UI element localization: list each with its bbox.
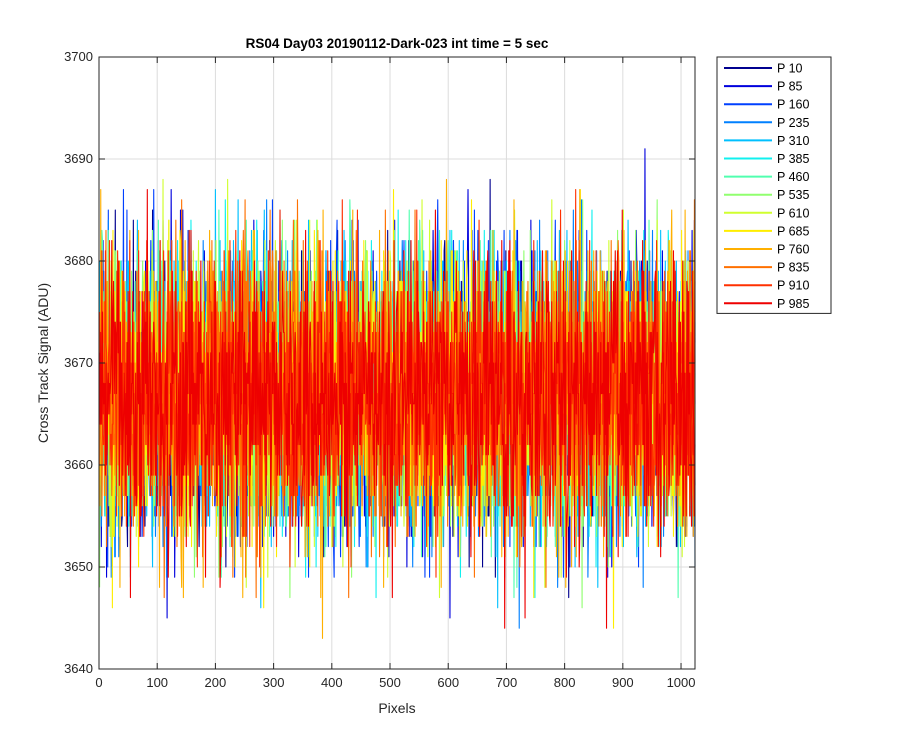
x-tick-label: 600: [437, 675, 459, 690]
x-tick-label: 900: [612, 675, 634, 690]
y-tick-label: 3640: [64, 661, 93, 676]
series-line-p985: [99, 189, 696, 629]
legend-entry-label: P 610: [777, 206, 809, 220]
x-tick-label: 1000: [667, 675, 696, 690]
legend-entry-label: P 685: [777, 224, 809, 238]
x-axis-label: Pixels: [378, 700, 415, 716]
y-tick-label: 3700: [64, 49, 93, 64]
legend-box: [716, 56, 832, 314]
legend-entry-label: P 535: [777, 188, 809, 202]
legend-entry-label: P 835: [777, 261, 809, 275]
legend: P 10 P 85 P 160 P 235 P 310 P 385 P 460 P 535 P …: [716, 56, 832, 314]
x-tick-label: 0: [95, 675, 102, 690]
ticks: 0 100 200 300 400 500 600 700 800 900 1000 3640 3650…: [64, 49, 695, 690]
legend-entry-label: P 460: [777, 170, 809, 184]
chart-title: RS04 Day03 20190112-Dark-023 int time = …: [246, 36, 549, 51]
legend-entry-label: P 10: [777, 62, 803, 76]
series-layer: [99, 148, 696, 639]
y-axis-label: Cross Track Signal (ADU): [35, 283, 51, 443]
legend-entry-label: P 160: [777, 98, 809, 112]
legend-entry-label: P 310: [777, 134, 809, 148]
y-tick-label: 3680: [64, 253, 93, 268]
y-tick-label: 3670: [64, 355, 93, 370]
x-tick-label: 300: [263, 675, 285, 690]
x-tick-label: 400: [321, 675, 343, 690]
legend-entry-label: P 760: [777, 243, 809, 257]
x-tick-label: 100: [146, 675, 168, 690]
legend-entry-label: P 235: [777, 116, 809, 130]
legend-entry-label: P 910: [777, 279, 809, 293]
x-tick-label: 700: [496, 675, 518, 690]
legend-entry-label: P 85: [777, 80, 803, 94]
x-tick-label: 200: [205, 675, 227, 690]
legend-entry-label: P 385: [777, 152, 809, 166]
y-tick-label: 3660: [64, 457, 93, 472]
y-tick-label: 3690: [64, 151, 93, 166]
x-tick-label: 500: [379, 675, 401, 690]
legend-entry-label: P 985: [777, 297, 809, 311]
x-tick-label: 800: [554, 675, 576, 690]
y-tick-label: 3650: [64, 559, 93, 574]
